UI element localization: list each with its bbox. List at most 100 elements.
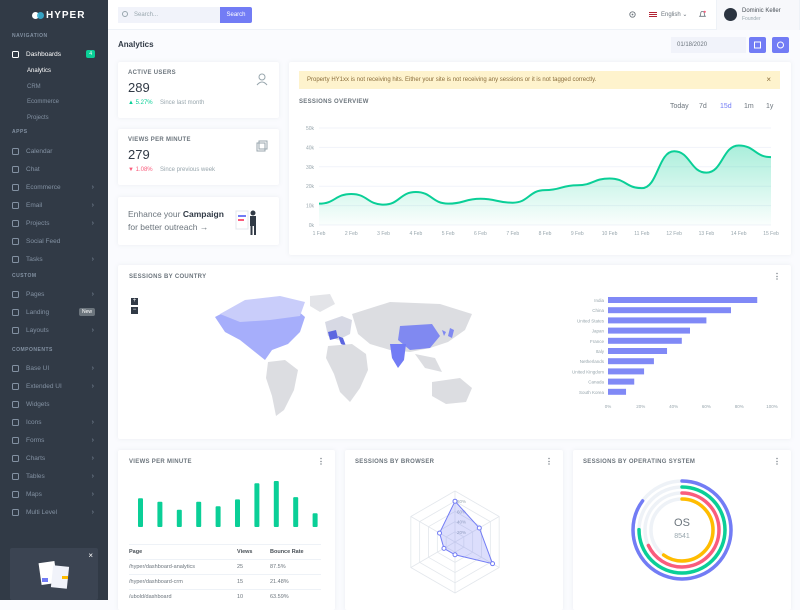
- more-options-icon[interactable]: ⋮: [317, 457, 325, 466]
- range-1m[interactable]: 1m: [744, 103, 754, 110]
- zoom-in-button[interactable]: +: [131, 298, 138, 305]
- sidebar-item-label: Forms: [26, 436, 45, 444]
- user-name: Dominic Keller: [742, 8, 781, 14]
- country-bar: [608, 388, 627, 395]
- x-tick-label: 5 Feb: [442, 231, 455, 237]
- sidebar-item-label: Base UI: [26, 364, 50, 372]
- x-tick-label: 11 Feb: [634, 231, 649, 237]
- sidebar-item-widgets[interactable]: Widgets: [0, 397, 108, 411]
- sidebar-item-email[interactable]: Email ›: [0, 198, 108, 212]
- gear-icon[interactable]: [628, 10, 637, 19]
- country-bar: [608, 327, 690, 334]
- country-label: United States: [577, 318, 605, 323]
- country-label: Japan: [592, 329, 605, 334]
- calendar-icon: [12, 147, 19, 155]
- sidebar-item-calendar[interactable]: Calendar: [0, 144, 108, 158]
- table-row[interactable]: /hyper/dashboard-analytics 25 87.5%: [129, 559, 321, 574]
- views-bar-chart: [138, 481, 318, 527]
- sidebar-item-layouts[interactable]: Layouts ›: [0, 323, 108, 337]
- sidebar-item-ecommerce[interactable]: Ecommerce ›: [0, 180, 108, 194]
- view-bar: [273, 481, 279, 527]
- series-area: [319, 145, 771, 225]
- refresh-button[interactable]: [772, 37, 789, 53]
- sidebar-item-dashboards[interactable]: Dashboards 4: [0, 47, 108, 61]
- sidebar-item-social-feed[interactable]: Social Feed: [0, 234, 108, 248]
- sidebar-item-icons[interactable]: Icons ›: [0, 415, 108, 429]
- range-1y[interactable]: 1y: [766, 103, 774, 110]
- radar-point: [437, 530, 443, 536]
- sidebar-item-charts[interactable]: Charts ›: [0, 451, 108, 465]
- views-cell: 10: [237, 594, 244, 600]
- sidebar-item-chat[interactable]: Chat: [0, 162, 108, 176]
- card-title: SESSIONS BY BROWSER: [355, 459, 435, 465]
- x-tick-label: 2 Feb: [345, 231, 358, 237]
- chevron-right-icon: ›: [91, 255, 94, 263]
- range-15d[interactable]: 15d: [720, 103, 732, 110]
- sidebar-item-forms[interactable]: Forms ›: [0, 433, 108, 447]
- since-label: Since last month: [160, 100, 205, 106]
- views-per-minute-card: VIEWS PER MINUTE 279 ▼ 1.08% Since previ…: [118, 129, 279, 185]
- chevron-right-icon: ›: [91, 183, 94, 191]
- sidebar-item-extended-ui[interactable]: Extended UI ›: [0, 379, 108, 393]
- more-options-icon[interactable]: ⋮: [773, 457, 781, 466]
- y-tick-label: 20k: [306, 184, 315, 190]
- sidebar-item-label: Charts: [26, 454, 46, 462]
- sidebar-item-label: Widgets: [26, 400, 50, 408]
- sidebar-item-label: Social Feed: [26, 237, 61, 245]
- chevron-right-icon: ›: [91, 454, 94, 462]
- table-row[interactable]: /hyper/dashboard-crm 15 21.48%: [129, 574, 321, 589]
- y-tick-label: 10k: [306, 204, 315, 210]
- bell-icon[interactable]: [698, 10, 707, 19]
- sidebar-item-landing[interactable]: Landing New: [0, 305, 108, 319]
- sidebar-sub-projects[interactable]: Projects: [27, 115, 49, 121]
- table-row[interactable]: /ubold/dashboard 10 63.59%: [129, 589, 321, 604]
- more-options-icon[interactable]: ⋮: [773, 272, 781, 281]
- avatar[interactable]: [724, 8, 737, 21]
- range-7d[interactable]: 7d: [699, 103, 707, 110]
- sidebar-sub-analytics[interactable]: Analytics: [27, 68, 52, 74]
- country-bar: [608, 297, 758, 303]
- range-today[interactable]: Today: [670, 103, 689, 110]
- sidebar-item-label: Icons: [26, 418, 42, 426]
- calendar-button[interactable]: [749, 37, 766, 53]
- view-bar: [312, 513, 318, 527]
- sidebar-item-base-ui[interactable]: Base UI ›: [0, 361, 108, 375]
- search-input[interactable]: Search...: [118, 7, 220, 23]
- close-icon[interactable]: ×: [766, 75, 771, 84]
- sidebar-item-maps[interactable]: Maps ›: [0, 487, 108, 501]
- campaign-card: Enhance your Campaign for better outreac…: [118, 197, 279, 245]
- close-icon[interactable]: ×: [88, 551, 93, 560]
- view-bar: [254, 483, 260, 527]
- zoom-out-button[interactable]: −: [131, 307, 138, 314]
- sidebar-item-tables[interactable]: Tables ›: [0, 469, 108, 483]
- layers-icon: [12, 382, 19, 390]
- chevron-right-icon: ›: [91, 364, 94, 372]
- language-selector[interactable]: English ⌄: [661, 11, 687, 18]
- sidebar-item-pages[interactable]: Pages ›: [0, 287, 108, 301]
- views-cell: 15: [237, 579, 244, 585]
- sidebar-item-label: Extended UI: [26, 382, 62, 390]
- x-tick-label: 7 Feb: [506, 231, 519, 237]
- sidebar-item-tasks[interactable]: Tasks ›: [0, 252, 108, 266]
- os-radial-chart: [631, 479, 733, 581]
- refresh-icon: [777, 41, 784, 49]
- search-button[interactable]: Search: [220, 7, 252, 23]
- date-input[interactable]: 01/18/2020: [671, 37, 746, 53]
- sidebar-sub-crm[interactable]: CRM: [27, 84, 41, 90]
- sidebar-item-label: Tables: [26, 472, 45, 480]
- sidebar-item-multi-level[interactable]: Multi Level ›: [0, 505, 108, 519]
- section-components: COMPONENTS: [12, 347, 53, 353]
- more-options-icon[interactable]: ⋮: [545, 457, 553, 466]
- series-line: [318, 144, 772, 206]
- radar-axis: [410, 516, 456, 543]
- country-label: Canada: [588, 380, 604, 385]
- bounce-cell: 87.5%: [270, 564, 286, 570]
- campaign-link[interactable]: for better outreach →: [128, 222, 209, 232]
- sidebar-sub-ecommerce[interactable]: Ecommerce: [27, 99, 60, 105]
- card-title: SESSIONS BY COUNTRY: [129, 274, 207, 280]
- radar-point: [452, 552, 458, 558]
- home-icon: [12, 50, 19, 58]
- map-india: [390, 344, 406, 368]
- sidebar-item-projects[interactable]: Projects ›: [0, 216, 108, 230]
- radial-bar: [637, 485, 727, 575]
